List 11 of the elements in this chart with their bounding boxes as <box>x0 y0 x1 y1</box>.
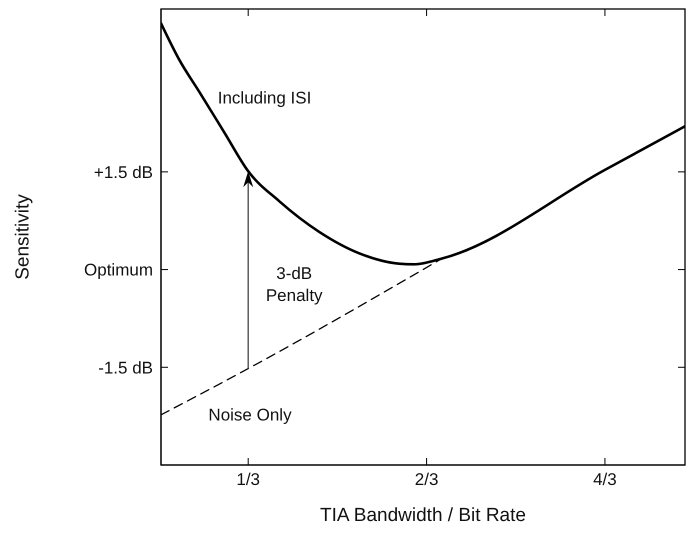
series-label: Including ISI <box>218 88 312 108</box>
x-tick-label: 2/3 <box>414 470 438 490</box>
y-axis-title: Sensitivity <box>12 194 34 280</box>
y-tick-label: Optimum <box>84 260 153 280</box>
x-tick-label: 1/3 <box>236 470 260 490</box>
x-tick-label: 4/3 <box>593 470 617 490</box>
x-axis-title: TIA Bandwidth / Bit Rate <box>320 505 526 526</box>
annotation: 3-dB Penalty <box>266 263 324 304</box>
y-tick-label: +1.5 dB <box>94 162 153 182</box>
series-label: Noise Only <box>208 405 292 424</box>
y-tick-label: -1.5 dB <box>98 358 153 378</box>
